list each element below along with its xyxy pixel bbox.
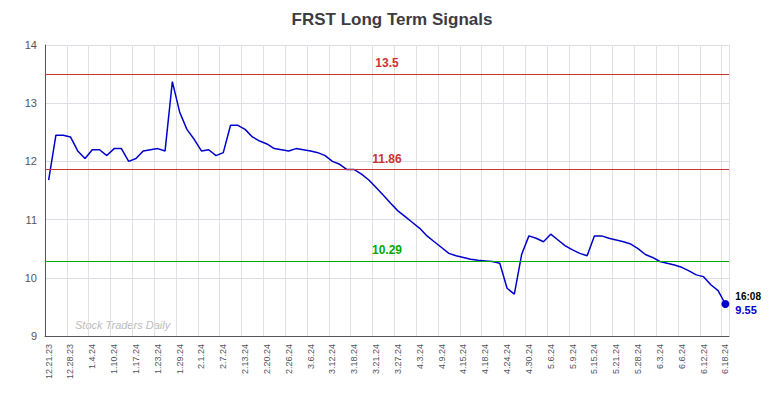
svg-text:3.27.24: 3.27.24: [393, 344, 403, 374]
svg-text:11: 11: [26, 214, 37, 226]
svg-text:3.21.24: 3.21.24: [371, 344, 381, 374]
svg-text:13.5: 13.5: [375, 56, 399, 70]
svg-text:12: 12: [25, 155, 37, 167]
svg-text:4.30.24: 4.30.24: [524, 344, 534, 374]
svg-text:2.1.24: 2.1.24: [196, 344, 206, 369]
svg-text:4.9.24: 4.9.24: [437, 344, 447, 369]
svg-text:4.24.24: 4.24.24: [502, 344, 512, 374]
svg-text:2.26.24: 2.26.24: [284, 344, 294, 374]
svg-text:14: 14: [25, 39, 37, 51]
svg-text:4.18.24: 4.18.24: [480, 344, 490, 374]
svg-text:5.6.24: 5.6.24: [546, 344, 556, 369]
svg-text:1.17.24: 1.17.24: [131, 344, 141, 374]
svg-text:13: 13: [25, 97, 37, 109]
svg-text:FRST Long Term Signals: FRST Long Term Signals: [292, 10, 493, 29]
svg-text:16:08: 16:08: [735, 291, 761, 302]
svg-text:12.21.23: 12.21.23: [44, 344, 54, 379]
svg-text:9: 9: [31, 330, 37, 342]
svg-text:4.3.24: 4.3.24: [415, 344, 425, 369]
svg-text:2.7.24: 2.7.24: [218, 344, 228, 369]
svg-text:4.15.24: 4.15.24: [458, 344, 468, 374]
svg-text:5.15.24: 5.15.24: [589, 344, 599, 374]
svg-text:3.12.24: 3.12.24: [327, 344, 337, 374]
svg-text:3.18.24: 3.18.24: [349, 344, 359, 374]
svg-text:6.3.24: 6.3.24: [655, 344, 665, 369]
svg-text:2.13.24: 2.13.24: [240, 344, 250, 374]
svg-text:9.55: 9.55: [735, 304, 756, 316]
svg-text:1.23.24: 1.23.24: [153, 344, 163, 374]
svg-text:11.86: 11.86: [372, 152, 402, 166]
svg-text:3.6.24: 3.6.24: [306, 344, 316, 369]
svg-text:10: 10: [25, 272, 37, 284]
svg-text:1.29.24: 1.29.24: [175, 344, 185, 374]
svg-text:1.4.24: 1.4.24: [87, 344, 97, 369]
svg-text:Stock Traders Daily: Stock Traders Daily: [75, 319, 172, 331]
svg-text:6.12.24: 6.12.24: [699, 344, 709, 374]
svg-text:5.9.24: 5.9.24: [568, 344, 578, 369]
svg-text:6.6.24: 6.6.24: [677, 344, 687, 369]
svg-text:12.28.23: 12.28.23: [65, 344, 75, 379]
svg-text:2.20.24: 2.20.24: [262, 344, 272, 374]
svg-text:5.28.24: 5.28.24: [633, 344, 643, 374]
svg-text:10.29: 10.29: [372, 243, 402, 257]
svg-text:5.21.24: 5.21.24: [611, 344, 621, 374]
svg-text:1.10.24: 1.10.24: [109, 344, 119, 374]
svg-text:6.18.24: 6.18.24: [720, 344, 730, 374]
